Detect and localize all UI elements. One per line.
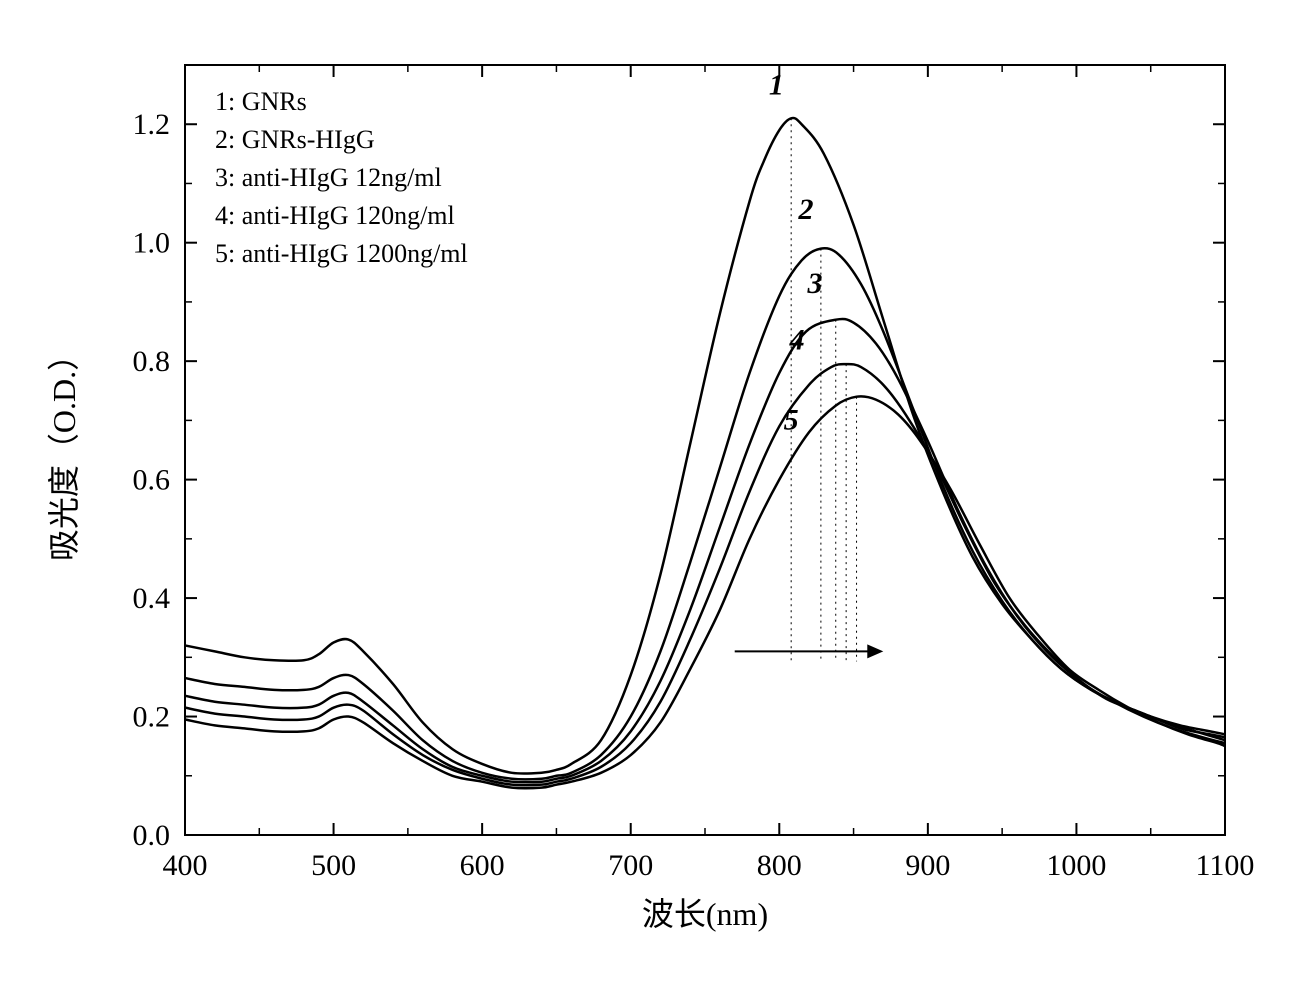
ytick-label: 0.0 [133,819,171,852]
series-line-5 [185,396,1225,788]
ytick-label: 0.4 [133,582,171,615]
ytick-label: 1.2 [133,108,171,141]
redshift-arrow-head [867,644,883,658]
legend-item-3: 3: anti-HIgG 12ng/ml [215,163,442,192]
curve-label-1: 1 [769,69,784,102]
curve-label-3: 3 [806,267,822,300]
xtick-label: 400 [163,849,208,882]
curve-label-2: 2 [798,193,814,226]
x-axis-label: 波长(nm) [642,896,768,932]
curve-label-4: 4 [789,323,805,356]
xtick-label: 900 [905,849,950,882]
xtick-label: 800 [757,849,802,882]
curve-label-5: 5 [784,403,799,436]
legend-item-5: 5: anti-HIgG 1200ng/ml [215,239,468,268]
xtick-label: 600 [460,849,505,882]
series-line-4 [185,364,1225,785]
ytick-label: 0.2 [133,701,171,734]
legend-item-2: 2: GNRs-HIgG [215,125,375,154]
ytick-label: 1.0 [133,227,171,260]
series-line-2 [185,248,1225,779]
spectra-chart: 400 500 600 700 800 900 1000 1100 0.0 0.2 0.4 0.6 0.… [20,20,1276,976]
series-line-3 [185,319,1225,782]
xtick-label: 1000 [1046,849,1106,882]
ytick-label: 0.8 [133,345,171,378]
ytick-label: 0.6 [133,464,171,497]
xtick-label: 700 [608,849,653,882]
legend-item-1: 1: GNRs [215,87,307,116]
legend-item-4: 4: anti-HIgG 120ng/ml [215,201,455,230]
xtick-label: 1100 [1196,849,1255,882]
chart-svg: 400 500 600 700 800 900 1000 1100 0.0 0.2 0.4 0.6 0.… [20,20,1276,976]
xtick-label: 500 [311,849,356,882]
y-axis-label: 吸光度（O.D.） [46,339,82,561]
